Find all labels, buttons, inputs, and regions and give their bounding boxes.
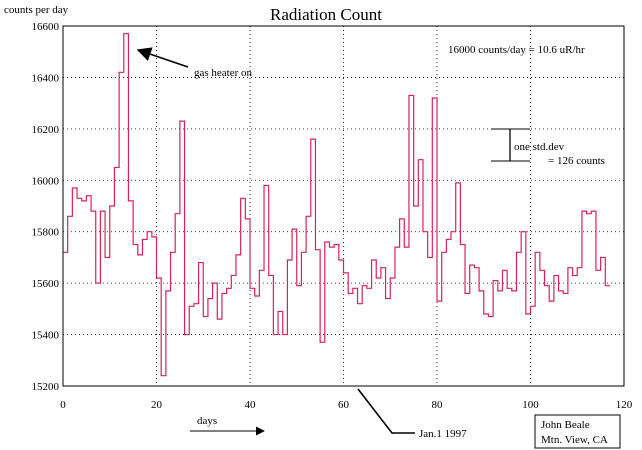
x-tick-label: 60 [338,399,350,411]
conversion-note: 16000 counts/day = 10.6 uR/hr [448,44,585,56]
credit-box [534,414,621,449]
heater-annotation: gas heater on [194,67,253,79]
x-tick-label: 80 [432,399,444,411]
std-dev-bar [491,128,530,162]
y-tick-label: 15200 [32,381,60,393]
std-dev-label: one std.dev [514,141,565,153]
x-axis-label: days [197,415,217,427]
x-tick-label: 40 [245,399,257,411]
plot-frame [62,25,625,387]
y-tick-label: 16000 [32,175,60,187]
y-tick-label: 15800 [32,227,60,239]
x-tick-labels: 0 20 40 60 80 100 120 [60,399,633,411]
y-tick-labels: 15200 15400 15600 15800 16000 16200 16400 16600 [32,21,60,393]
grid-lines [63,26,624,386]
radiation-series-line [63,33,610,377]
x-tick-label: 100 [522,399,539,411]
date-marker-line [357,388,415,434]
x-tick-label: 20 [151,399,163,411]
y-tick-label: 16600 [32,21,60,33]
chart-title: Radiation Count [270,5,382,24]
y-tick-label: 16400 [32,72,60,84]
std-dev-value: = 126 counts [548,155,605,167]
x-tick-label: 120 [616,399,633,411]
y-axis-label: counts per day [4,4,69,16]
date-marker-label: Jan.1 1997 [419,428,467,440]
credit-location: Mtn. View, CA [541,434,608,446]
series-layer [63,33,610,377]
y-tick-label: 16200 [32,124,60,136]
y-tick-label: 15400 [32,330,60,342]
y-tick-label: 15600 [32,278,60,290]
heater-arrow [136,47,189,68]
credit-name: John Beale [541,419,590,431]
x-tick-label: 0 [60,399,66,411]
